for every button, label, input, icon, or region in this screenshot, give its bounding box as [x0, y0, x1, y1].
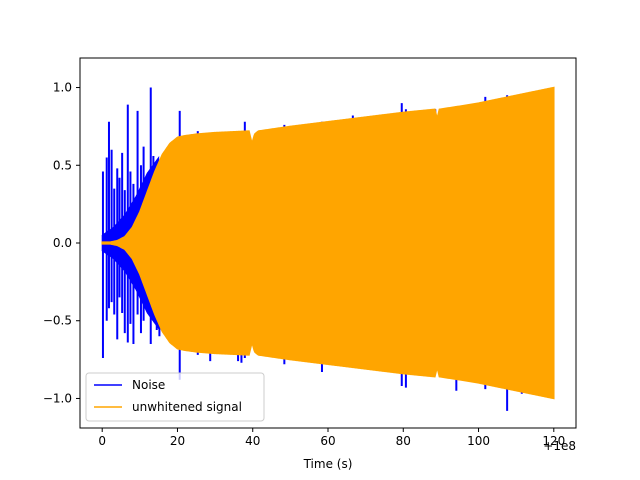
y-tick-label: 1.0 — [53, 81, 72, 95]
y-tick-label: −0.5 — [43, 314, 72, 328]
y-tick-label: 0.0 — [53, 236, 72, 250]
plot-area — [101, 86, 555, 411]
y-tick-label: 0.5 — [53, 158, 72, 172]
x-tick-label: 120 — [542, 434, 565, 448]
y-axis: 1.0 0.5 0.0 −0.5 −1.0 — [43, 81, 80, 405]
series-unwhitened-signal — [101, 86, 555, 400]
x-offset-label: +1e8 — [543, 439, 576, 453]
legend: Noise unwhitened signal — [85, 372, 265, 422]
x-tick-label: 100 — [467, 434, 490, 448]
x-axis-label: Time (s) — [303, 457, 353, 471]
x-tick-label: 40 — [245, 434, 260, 448]
signal-envelope — [101, 86, 555, 400]
y-tick-label: −1.0 — [43, 391, 72, 405]
legend-frame — [85, 372, 265, 422]
x-tick-label: 80 — [396, 434, 411, 448]
legend-label-noise: Noise — [132, 378, 165, 392]
x-tick-label: 60 — [320, 434, 335, 448]
x-tick-label: 20 — [170, 434, 185, 448]
x-tick-label: 0 — [98, 434, 106, 448]
legend-label-unwhitened-signal: unwhitened signal — [132, 400, 242, 414]
x-axis: 0 20 40 60 80 100 120 — [98, 428, 565, 448]
